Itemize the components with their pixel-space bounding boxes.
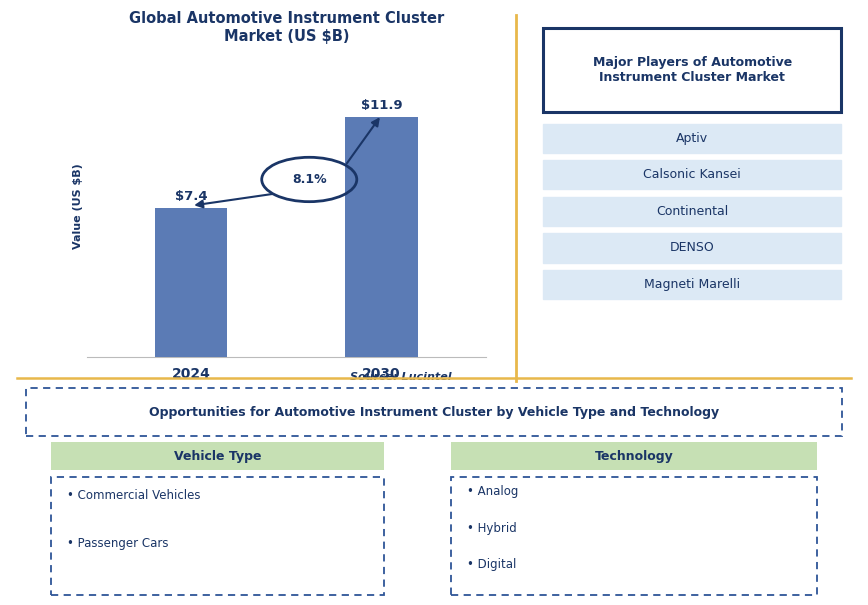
FancyBboxPatch shape [450,477,818,595]
Title: Global Automotive Instrument Cluster
Market (US $B): Global Automotive Instrument Cluster Mar… [128,11,444,44]
Text: Technology: Technology [595,450,674,463]
Text: Opportunities for Automotive Instrument Cluster by Vehicle Type and Technology: Opportunities for Automotive Instrument … [149,405,719,419]
FancyBboxPatch shape [50,442,384,470]
Text: $7.4: $7.4 [175,190,207,203]
Text: Vehicle Type: Vehicle Type [174,450,261,463]
FancyBboxPatch shape [543,123,841,153]
Text: DENSO: DENSO [670,241,714,255]
Text: Magneti Marelli: Magneti Marelli [644,278,740,291]
Text: • Analog: • Analog [467,485,519,498]
Text: Source: Lucintel: Source: Lucintel [350,372,451,382]
Text: Major Players of Automotive
Instrument Cluster Market: Major Players of Automotive Instrument C… [593,56,792,84]
FancyBboxPatch shape [26,388,842,436]
Text: • Digital: • Digital [467,558,516,571]
Text: 8.1%: 8.1% [292,173,326,186]
Text: $11.9: $11.9 [361,99,403,112]
FancyBboxPatch shape [50,477,384,595]
FancyBboxPatch shape [543,234,841,263]
FancyBboxPatch shape [543,160,841,189]
Bar [155,208,227,357]
FancyBboxPatch shape [450,442,818,470]
Text: Calsonic Kansei: Calsonic Kansei [643,168,741,182]
Text: Aptiv: Aptiv [676,132,708,145]
Text: • Commercial Vehicles: • Commercial Vehicles [68,489,201,502]
FancyBboxPatch shape [543,28,841,112]
Text: • Hybrid: • Hybrid [467,522,517,535]
Y-axis label: Value (US $B): Value (US $B) [73,163,82,249]
Bar [345,117,418,357]
FancyBboxPatch shape [543,197,841,226]
Text: • Passenger Cars: • Passenger Cars [68,537,169,549]
FancyBboxPatch shape [543,270,841,299]
Text: Continental: Continental [656,205,728,218]
